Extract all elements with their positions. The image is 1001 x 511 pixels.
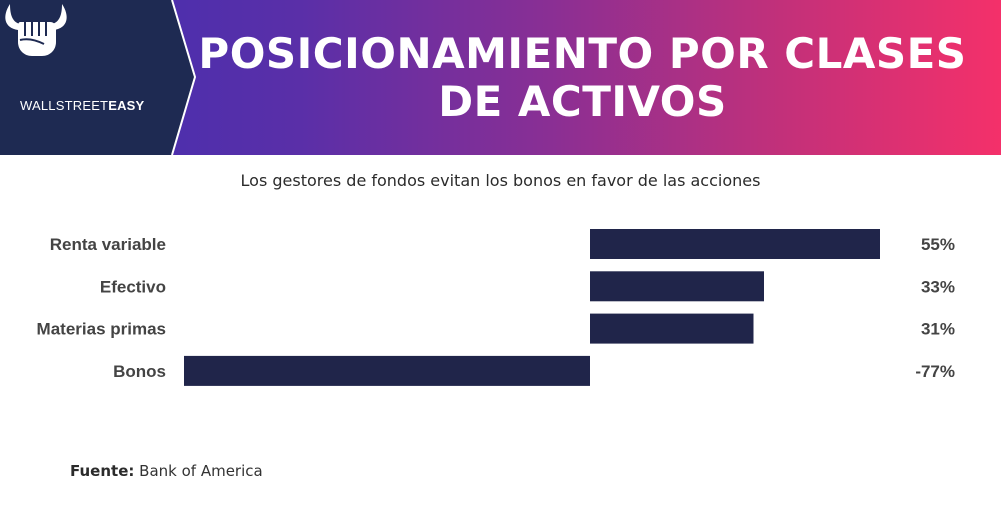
bar-efectivo	[590, 271, 764, 302]
source-value: Bank of America	[139, 462, 263, 480]
source-note: Fuente: Bank of America	[70, 462, 263, 480]
category-label: Bonos	[113, 362, 166, 381]
bar-chart: Renta variable 55% Efectivo 33% Materias pri…	[37, 229, 955, 386]
bull-fist-icon	[5, 4, 67, 56]
category-label: Materias primas	[37, 320, 166, 339]
chart-subtitle: Los gestores de fondos evitan los bonos …	[240, 171, 761, 190]
brand-panel: WALLSTREETEASY	[0, 0, 197, 155]
brand-name-part1: WALLSTREET	[20, 98, 109, 113]
source-label: Fuente:	[70, 462, 135, 480]
bar-bonos	[184, 355, 590, 386]
brand-wordmark: WALLSTREETEASY	[20, 98, 160, 113]
value-label: 31%	[921, 320, 955, 339]
value-label: 33%	[921, 277, 955, 296]
category-label: Renta variable	[50, 235, 166, 254]
header-banner: WALLSTREETEASY POSICIONAMIENTO POR CLASE…	[0, 0, 1001, 155]
value-label: -77%	[915, 362, 955, 381]
brand-name-part2: EASY	[108, 98, 145, 113]
value-label: 55%	[921, 235, 955, 254]
page-title: POSICIONAMIENTO POR CLASES DE ACTIVOS	[198, 29, 967, 126]
bar-renta-variable	[590, 229, 880, 259]
category-label: Efectivo	[100, 277, 166, 296]
bar-materias-primas	[590, 313, 754, 344]
